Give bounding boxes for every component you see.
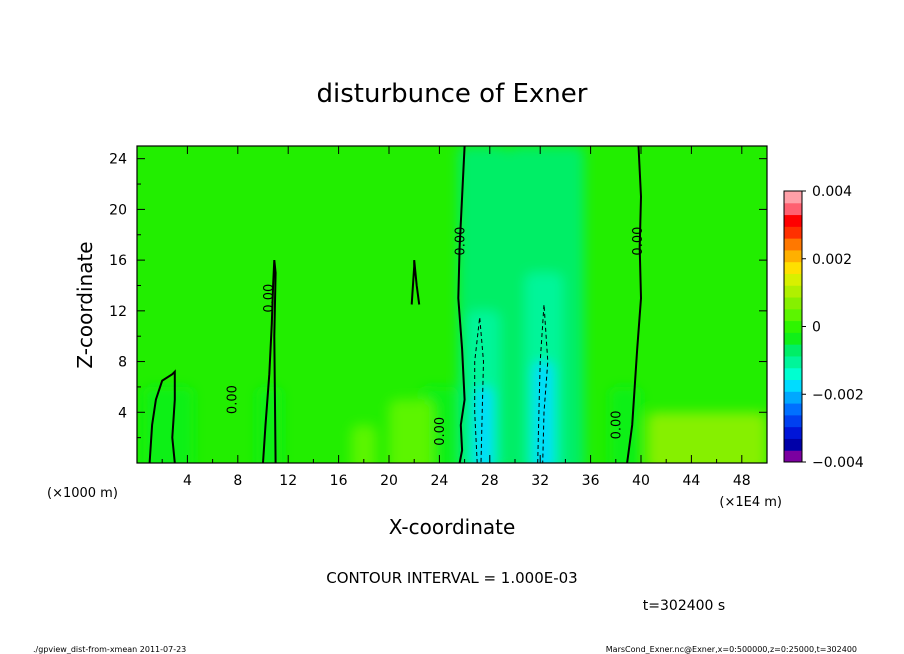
colorbar-swatch-13 (784, 297, 802, 310)
negative-contour-1 (537, 304, 549, 463)
colorbar-swatch-12 (784, 308, 802, 322)
field-feature-11 (389, 399, 434, 463)
colorbar-swatch-1 (784, 438, 802, 451)
colorbar-swatch-18 (784, 238, 802, 251)
colorbar-swatch-17 (784, 249, 802, 263)
x-tick-label-32: 32 (531, 473, 549, 489)
colorbar-swatch-22 (784, 191, 802, 204)
colorbar-tick-label-3: −0.002 (812, 387, 864, 403)
x-tick-label-48: 48 (733, 473, 751, 489)
zero-contour-2 (262, 259, 277, 463)
zero-contour-0 (457, 146, 466, 463)
colorbar-tick-label-2: 0 (812, 320, 821, 336)
colorbar-swatch-15 (784, 273, 802, 286)
y-tick-label-12: 12 (109, 304, 127, 320)
contour-label-1: 0.00 (631, 227, 646, 256)
field-feature-10 (647, 412, 767, 463)
colorbar-tick-label-0: 0.004 (812, 184, 852, 200)
colorbar-swatch-21 (784, 202, 802, 216)
x-tick-label-36: 36 (582, 473, 600, 489)
colorbar-swatch-6 (784, 379, 802, 392)
colorbar-swatch-4 (784, 403, 802, 416)
colorbar-swatch-2 (784, 426, 802, 439)
colorbar-swatch-8 (784, 355, 802, 369)
colorbar-swatch-19 (784, 226, 802, 239)
y-tick-label-16: 16 (109, 253, 127, 269)
colorbar: 0.004 0.002 0 −0.002 −0.004 (783, 184, 864, 471)
plot-area: 0.00 0.00 0.00 0.00 0.00 0.00 (136, 145, 768, 464)
chart-title: disturbunce of Exner (317, 79, 588, 109)
colorbar-swatch-0 (784, 450, 802, 463)
x-tick-label-16: 16 (330, 473, 348, 489)
negative-contour-0 (474, 317, 485, 463)
y-axis: 4 8 12 16 20 24 (109, 152, 767, 439)
colorbar-tick-label-1: 0.002 (812, 252, 852, 268)
colorbar-swatch-9 (784, 344, 802, 357)
contour-lines (148, 146, 643, 463)
x-tick-label-40: 40 (632, 473, 650, 489)
contour-label-5: 0.00 (610, 410, 625, 439)
field-feature-12 (351, 424, 377, 463)
y-tick-label-4: 4 (118, 405, 127, 421)
footer-right: MarsCond_Exner.nc@Exner,x=0:500000,z=0:2… (606, 645, 857, 654)
x-tick-label-24: 24 (430, 473, 448, 489)
contour-interval-note: CONTOUR INTERVAL = 1.000E-03 (326, 569, 577, 587)
colorbar-swatch-16 (784, 261, 802, 274)
field-feature-2 (474, 386, 493, 463)
y-axis-label: Z-coordinate (73, 241, 97, 368)
x-tick-label-28: 28 (481, 473, 499, 489)
contour-label-0: 0.00 (453, 227, 468, 256)
x-tick-label-12: 12 (279, 473, 297, 489)
colorbar-swatch-10 (784, 332, 802, 345)
x-axis: 4 8 12 16 20 24 28 32 36 40 44 48 (161, 146, 751, 489)
colorbar-swatch-11 (784, 320, 802, 333)
contour-label-3: 0.00 (225, 385, 240, 414)
x-unit-label-right: (×1E4 m) (719, 495, 782, 510)
contour-labels: 0.00 0.00 0.00 0.00 0.00 0.00 (225, 227, 646, 446)
zero-contour-4 (410, 260, 421, 305)
x-tick-label-20: 20 (380, 473, 398, 489)
field-feature-7 (256, 386, 282, 463)
colorbar-swatch-3 (784, 414, 802, 428)
y-tick-label-24: 24 (109, 152, 127, 168)
zero-contour-3 (148, 369, 176, 463)
colorbar-tick-label-4: −0.004 (812, 455, 864, 471)
x-tick-label-44: 44 (682, 473, 700, 489)
y-tick-label-8: 8 (118, 355, 127, 371)
x-axis-label: X-coordinate (389, 515, 516, 539)
contour-label-4: 0.00 (433, 417, 448, 446)
plot-frame (136, 145, 768, 464)
contour-label-2: 0.00 (262, 284, 277, 313)
footer-left: ./gpview_dist-from-xmean 2011-07-23 (33, 645, 186, 654)
time-label: t=302400 s (643, 598, 725, 614)
colorbar-swatch-20 (784, 214, 802, 227)
colorbar-swatch-7 (784, 367, 802, 381)
x-tick-label-4: 4 (183, 473, 192, 489)
zero-contour-1 (626, 146, 643, 463)
colorbar-swatch-5 (784, 391, 802, 404)
colorbar-swatch-14 (784, 285, 802, 298)
y-tick-label-20: 20 (109, 202, 127, 218)
x-unit-label: (×1000 m) (47, 486, 118, 501)
field-feature-5 (533, 361, 553, 463)
x-tick-label-8: 8 (233, 473, 242, 489)
